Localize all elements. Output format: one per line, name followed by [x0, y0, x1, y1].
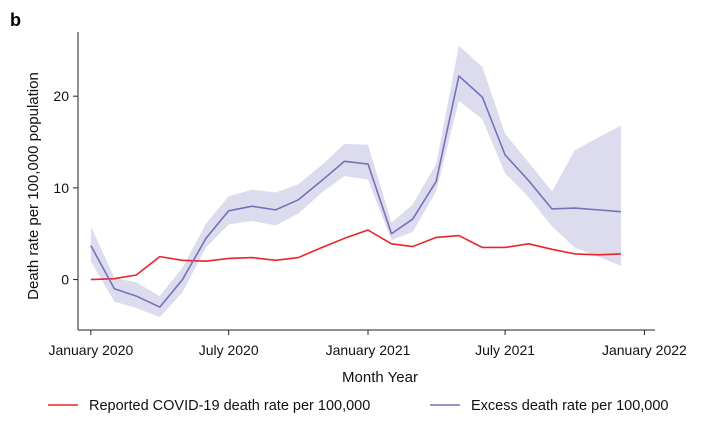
series-line-0	[90, 229, 621, 281]
legend-label-series-1: Excess death rate per 100,000	[471, 398, 669, 414]
confidence-band-series-1	[90, 45, 621, 318]
legend: Reported COVID-19 death rate per 100,000…	[48, 398, 669, 414]
x-tick-label: January 2020	[48, 342, 133, 358]
legend-label-series-0: Reported COVID-19 death rate per 100,000	[89, 398, 370, 414]
x-tick-label: July 2021	[475, 342, 535, 358]
x-tick-label: January 2021	[326, 342, 411, 358]
x-axis-title: Month Year	[342, 369, 418, 386]
plot-area	[90, 45, 621, 318]
y-tick-label: 10	[53, 180, 69, 196]
y-tick-label: 20	[53, 88, 69, 104]
axes: 0 10 20 January 2020 July 2020 January 2021 Ju…	[48, 32, 687, 358]
series-line-1	[90, 75, 621, 308]
x-tick-label: January 2022	[602, 342, 687, 358]
panel-label: b	[10, 10, 21, 30]
y-tick-label: 0	[61, 272, 69, 288]
x-tick-label: July 2020	[199, 342, 259, 358]
y-axis-title: Death rate per 100,000 population	[25, 72, 42, 300]
